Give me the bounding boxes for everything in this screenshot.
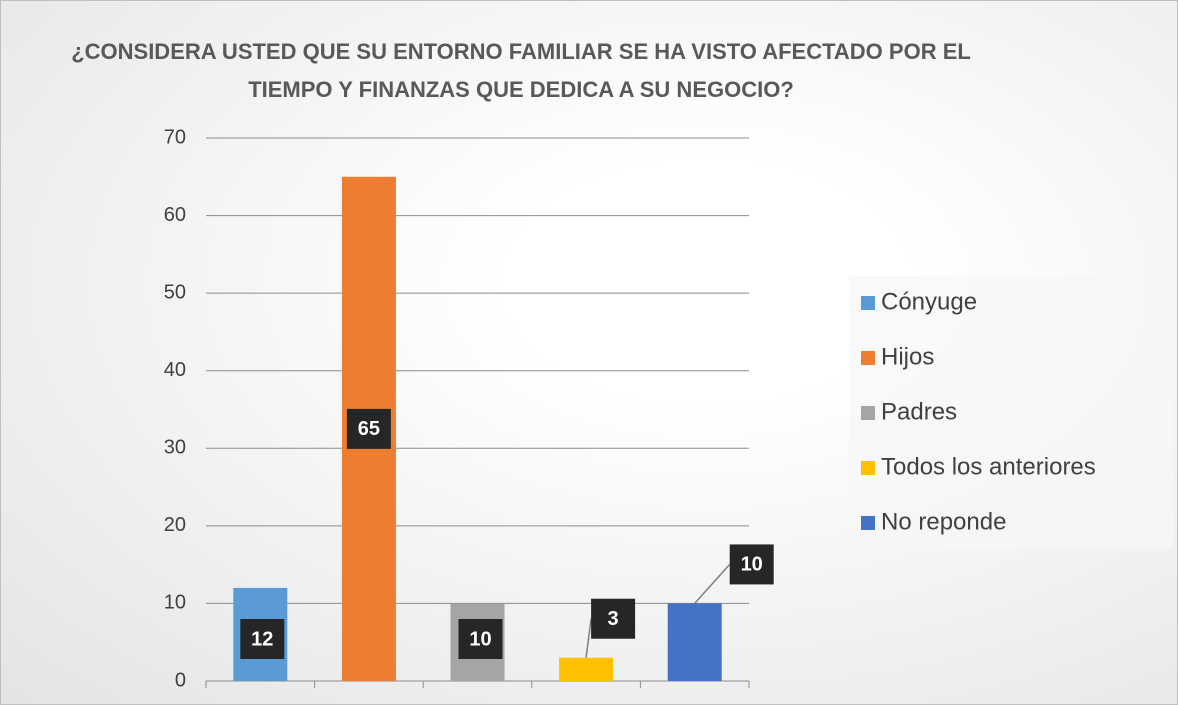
legend-swatch [861, 351, 875, 365]
legend-label: Padres [881, 398, 957, 425]
data-label: 3 [608, 608, 619, 630]
data-label: 65 [358, 418, 380, 440]
y-tick-label: 30 [164, 437, 186, 459]
data-label-box [729, 544, 774, 585]
y-tick-label: 50 [164, 281, 186, 303]
y-tick-label: 0 [175, 669, 186, 691]
y-tick-label: 10 [164, 592, 186, 614]
y-tick-label: 70 [164, 126, 186, 148]
data-label-box [240, 619, 285, 659]
data-label-box [458, 619, 503, 659]
legend-swatch [861, 461, 875, 475]
bar [559, 657, 614, 681]
bar [667, 603, 722, 681]
legend-label: Todos los anteriores [881, 453, 1096, 480]
legend-swatch [861, 296, 875, 310]
legend-label: Hijos [881, 343, 934, 370]
y-tick-label: 60 [164, 204, 186, 226]
data-label: 10 [469, 628, 491, 650]
data-label-box [591, 598, 636, 639]
legend-box [849, 276, 1173, 549]
legend-swatch [861, 406, 875, 420]
y-tick-label: 40 [164, 359, 186, 381]
chart-title: ¿CONSIDERA USTED QUE SU ENTORNO FAMILIAR… [71, 39, 971, 102]
legend-label: No reponde [881, 508, 1006, 535]
data-label-box [346, 408, 391, 449]
data-label: 10 [741, 554, 763, 576]
y-tick-label: 20 [164, 514, 186, 536]
leader-line [694, 563, 731, 604]
data-label: 12 [251, 628, 273, 650]
legend-swatch [861, 516, 875, 530]
legend-label: Cónyuge [881, 288, 977, 315]
leader-line [585, 618, 592, 658]
